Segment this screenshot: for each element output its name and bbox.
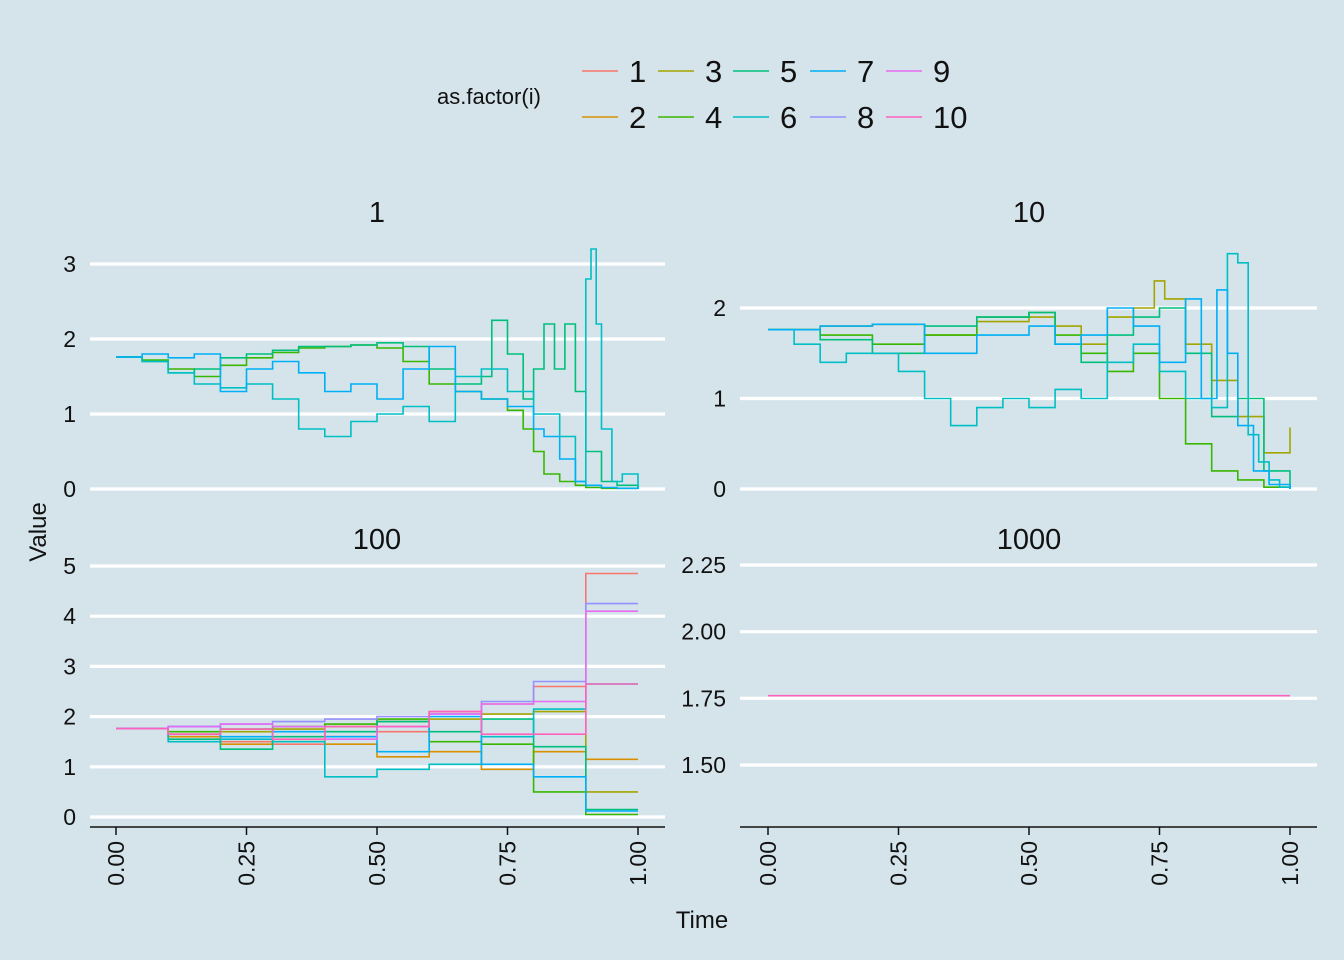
panel-title: 100 (353, 524, 401, 556)
legend-item-3: 3 (658, 54, 722, 89)
panel-title: 1 (369, 197, 385, 229)
y-tick-label: 0 (713, 476, 726, 502)
y-tick-label: 5 (63, 553, 76, 579)
x-tick-label: 0.50 (1016, 841, 1042, 886)
series-line-7 (116, 715, 638, 812)
legend-label: 6 (780, 100, 797, 135)
legend-item-2: 2 (582, 100, 646, 135)
legend-item-10: 10 (886, 100, 967, 135)
legend-item-5: 5 (733, 54, 797, 89)
panel-10: 10 0 1 2 (713, 197, 1317, 502)
x-tick-label: 1.00 (1277, 841, 1303, 886)
series-line-7 (116, 345, 639, 490)
series-line-5 (116, 319, 639, 489)
legend-item-7: 7 (810, 54, 874, 89)
legend-item-4: 4 (658, 100, 722, 135)
x-axis-title: Time (676, 907, 728, 934)
y-tick-label: 2 (63, 704, 76, 730)
legend-item-9: 9 (886, 54, 950, 89)
panel-title: 1000 (997, 524, 1062, 556)
x-tick-label: 0.25 (234, 841, 260, 886)
panel-1: 1 0 1 2 3 (63, 197, 665, 502)
legend-label: 3 (705, 54, 722, 89)
y-tick-label: 2 (713, 295, 726, 321)
legend-label: 4 (705, 100, 722, 135)
y-tick-label: 2.25 (681, 552, 726, 578)
series-line-7 (768, 289, 1291, 489)
y-tick-label: 1.50 (681, 752, 726, 778)
y-tick-label: 4 (63, 603, 76, 629)
y-tick-label: 0 (63, 476, 76, 502)
y-tick-label: 1 (63, 401, 76, 427)
legend-item-1: 1 (582, 54, 646, 89)
legend-label: 8 (857, 100, 874, 135)
x-tick-label: 0.75 (495, 841, 521, 886)
panel-title: 10 (1013, 197, 1045, 229)
legend-item-6: 6 (733, 100, 797, 135)
y-axis-title: Value (25, 502, 52, 562)
y-tick-label: 2.00 (681, 619, 726, 645)
panel-1000: 1000 1.50 1.75 2.00 2.25 0.00 0.25 0.50 0.75 1.0… (681, 524, 1317, 886)
series-line-6 (116, 683, 638, 778)
y-tick-label: 2 (63, 326, 76, 352)
x-tick-label: 0.50 (364, 841, 390, 886)
series-line-6 (768, 252, 1291, 489)
y-tick-label: 3 (63, 653, 76, 679)
legend-title: as.factor(i) (437, 84, 541, 109)
y-tick-label: 1 (63, 754, 76, 780)
x-tick-label: 0.00 (755, 841, 781, 886)
series-line-6 (116, 248, 639, 489)
legend-label: 1 (629, 54, 646, 89)
y-tick-label: 1.75 (681, 685, 726, 711)
legend-keys: 1 2 3 4 5 6 7 8 9 10 (582, 54, 967, 135)
y-tick-label: 1 (713, 386, 726, 412)
y-tick-label: 0 (63, 804, 76, 830)
y-tick-label: 3 (63, 251, 76, 277)
legend-label: 2 (629, 100, 646, 135)
legend: as.factor(i) 1 2 3 4 5 6 7 8 9 10 (437, 54, 967, 135)
series-line-9 (116, 610, 638, 740)
panel-100: 100 0 1 2 3 4 5 0.00 0.25 0.50 0.75 1.00 (63, 524, 665, 886)
legend-label: 9 (933, 54, 950, 89)
x-tick-label: 0.25 (886, 841, 912, 886)
x-tick-label: 0.00 (103, 841, 129, 886)
x-tick-label: 0.75 (1147, 841, 1173, 886)
legend-label: 5 (780, 54, 797, 89)
legend-label: 7 (857, 54, 874, 89)
legend-item-8: 8 (810, 100, 874, 135)
x-tick-label: 1.00 (625, 841, 651, 886)
series-line-10 (116, 683, 638, 740)
legend-label: 10 (933, 100, 967, 135)
